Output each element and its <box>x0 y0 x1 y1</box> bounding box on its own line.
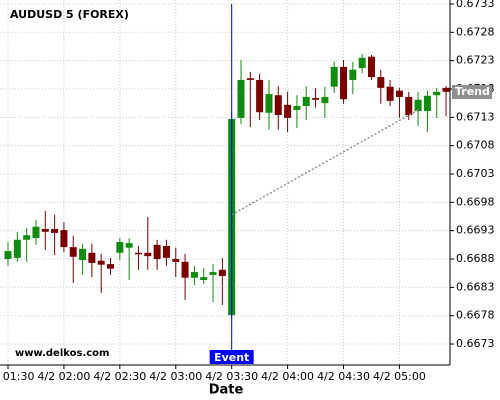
candle-body <box>377 77 385 88</box>
y-tick-label: 0.6678 <box>456 309 495 322</box>
candle-body <box>125 243 133 248</box>
candle-body <box>200 277 208 280</box>
candle-body <box>32 226 40 239</box>
candle-body <box>218 269 226 277</box>
candle-body <box>41 228 49 232</box>
candle-body <box>181 261 189 278</box>
candle-body <box>13 239 21 258</box>
event-label-box <box>209 350 254 364</box>
candle-body <box>79 248 87 261</box>
y-tick-label: 0.6728 <box>456 25 495 38</box>
trend-line <box>231 109 419 216</box>
candle-body <box>88 252 96 263</box>
y-tick-label: 0.6693 <box>456 224 495 237</box>
candle-body <box>358 57 366 69</box>
candle-body <box>97 260 105 265</box>
candle-body <box>107 264 115 269</box>
candle-body <box>284 104 292 118</box>
x-tick-label: 4/2 04:00 <box>261 370 314 383</box>
candle-body <box>312 98 320 100</box>
x-tick-label: 4/2 03:00 <box>149 370 202 383</box>
x-tick-label: 4/2 04:30 <box>317 370 370 383</box>
x-tick-label: 4/2 01:30 <box>0 370 34 383</box>
trend-label: Trend <box>455 85 490 98</box>
candle-body <box>153 244 161 260</box>
candle-body <box>433 91 441 96</box>
candle-body <box>302 96 310 106</box>
candle-body <box>395 90 403 97</box>
candle-body <box>69 247 77 257</box>
candle-body <box>442 87 450 92</box>
candle-body <box>349 69 357 80</box>
y-tick-label: 0.6673 <box>456 337 495 350</box>
candle-body <box>246 78 254 80</box>
event-label: Event <box>214 351 249 364</box>
candle-body <box>144 252 152 257</box>
candle-body <box>414 99 422 112</box>
y-tick-label: 0.6688 <box>456 252 495 265</box>
x-tick-label: 4/2 05:00 <box>373 370 426 383</box>
candle-body <box>23 235 31 240</box>
candle-body <box>386 86 394 101</box>
watermark: www.delkos.com <box>15 348 109 359</box>
candle-body <box>321 96 329 104</box>
y-tick-label: 0.6683 <box>456 280 495 293</box>
candle-body <box>423 95 431 112</box>
candle-body <box>340 66 348 100</box>
candle-body <box>265 94 273 113</box>
candle-body <box>330 66 338 87</box>
trend-label-box <box>452 84 492 99</box>
y-tick-label: 0.6713 <box>456 110 495 123</box>
candle-body <box>293 105 301 110</box>
candle-body <box>172 259 180 262</box>
candle-body <box>190 272 198 278</box>
candle-body <box>162 245 170 258</box>
candle-body <box>256 79 264 113</box>
x-axis-title: Date <box>209 383 244 398</box>
y-tick-label: 0.6703 <box>456 167 495 180</box>
x-tick-label: 4/2 03:30 <box>205 370 258 383</box>
x-tick-label: 4/2 02:30 <box>93 370 146 383</box>
y-tick-label: 0.6698 <box>456 195 495 208</box>
candle-body <box>405 96 413 116</box>
chart-title: AUDUSD 5 (FOREX) <box>10 8 129 21</box>
candle-body <box>209 272 217 275</box>
candle-body <box>134 252 142 255</box>
candle-body <box>237 79 245 118</box>
y-tick-label: 0.6708 <box>456 139 495 152</box>
candle-body <box>4 251 12 260</box>
y-tick-label: 0.6733 <box>456 0 495 10</box>
candle-body <box>116 242 124 253</box>
candle-body <box>51 228 59 233</box>
x-tick-label: 4/2 02:00 <box>37 370 90 383</box>
y-tick-label: 0.6723 <box>456 54 495 67</box>
candle-body <box>60 230 68 248</box>
candle-body <box>274 95 282 116</box>
candle-body <box>367 56 375 78</box>
